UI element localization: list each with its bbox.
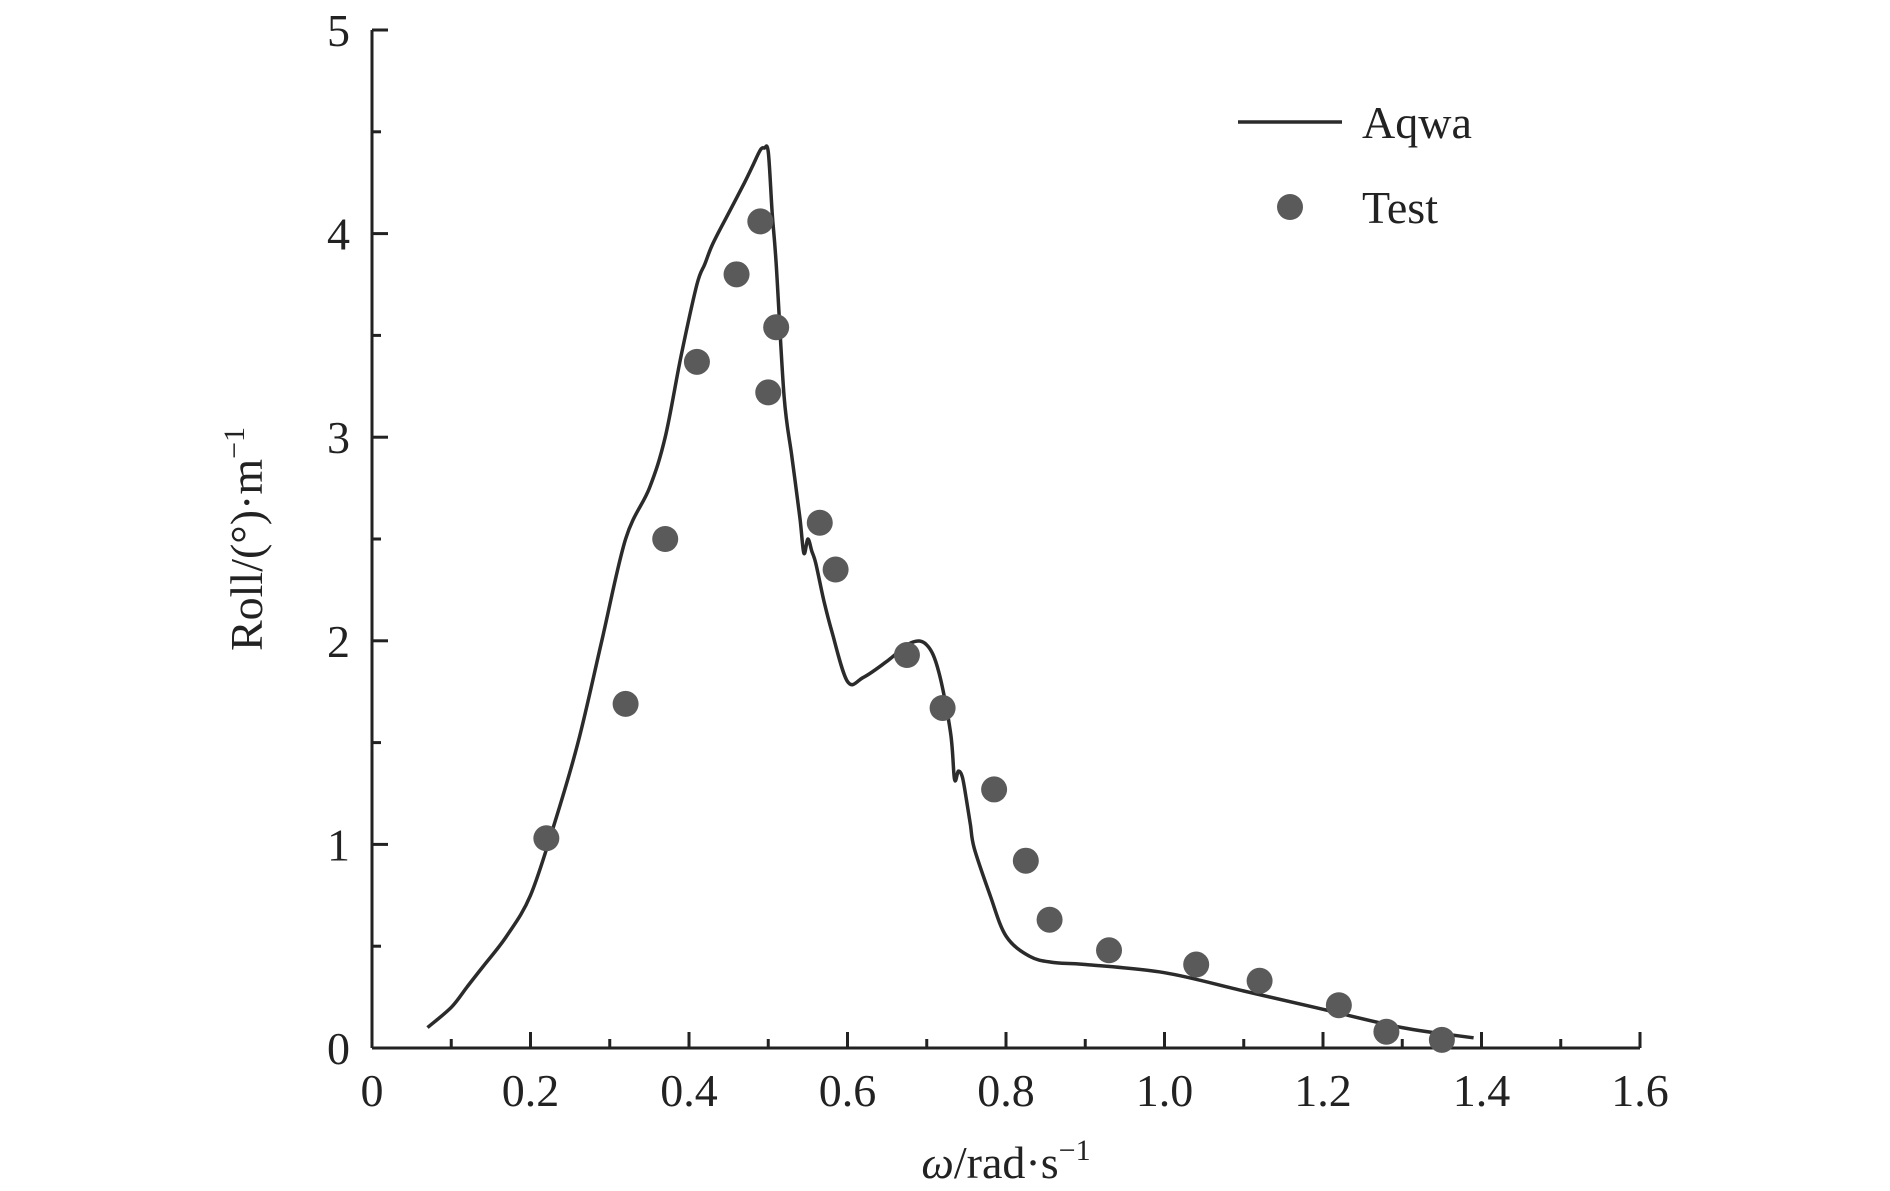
y-axis-title: Roll/(°)·m−1 (218, 427, 272, 651)
x-tick-label: 1.6 (1611, 1065, 1669, 1116)
test-data-point (806, 509, 833, 536)
test-data-point (652, 526, 679, 552)
axes: 0 0.2 0.4 0.6 0.8 1.0 1.2 1.4 1.6 0 1 2 3 4 5 (327, 5, 1669, 1116)
test-data-point (893, 642, 920, 669)
y-tick-label: 2 (327, 616, 350, 667)
legend-label-test: Test (1362, 182, 1438, 233)
y-tick-label: 4 (327, 209, 350, 260)
test-data-point (1096, 937, 1123, 964)
x-tick-label: 0.4 (660, 1065, 718, 1116)
y-axis-title-sup: −1 (218, 427, 251, 459)
test-data-point (1428, 1026, 1455, 1053)
x-axis-title: ω/rad·s−1 (921, 1134, 1090, 1188)
test-data-point (1325, 992, 1352, 1019)
y-tick-label: 0 (327, 1023, 350, 1074)
legend: Aqwa Test (1238, 97, 1472, 233)
x-tick-label: 1.0 (1136, 1065, 1194, 1116)
test-data-point (763, 314, 790, 341)
x-ticks: 0 0.2 0.4 0.6 0.8 1.0 1.2 1.4 1.6 (361, 1032, 1669, 1116)
y-ticks: 0 1 2 3 4 5 (327, 5, 388, 1074)
x-tick-label: 0.2 (502, 1065, 560, 1116)
legend-label-aqwa: Aqwa (1362, 97, 1472, 148)
x-tick-label: 1.4 (1453, 1065, 1511, 1116)
series-line-aqwa (426, 144, 1474, 1040)
test-data-point (533, 825, 560, 852)
test-data-point (612, 690, 639, 717)
series-points-test (533, 208, 1455, 1053)
test-data-point (723, 261, 750, 288)
x-tick-label: 0 (361, 1065, 384, 1116)
test-data-point (1373, 1018, 1400, 1045)
test-data-point (929, 694, 956, 721)
x-axis-title-symbol: ω (921, 1137, 953, 1188)
test-data-point (1012, 847, 1039, 874)
y-tick-label: 1 (327, 819, 350, 870)
test-data-point (981, 776, 1008, 803)
legend-marker-swatch (1277, 194, 1303, 220)
x-tick-label: 0.6 (819, 1065, 877, 1116)
test-data-point (1036, 906, 1063, 933)
y-tick-label: 3 (327, 412, 350, 463)
x-tick-label: 0.8 (977, 1065, 1035, 1116)
test-data-point (755, 379, 782, 406)
y-tick-label: 5 (327, 5, 350, 56)
x-tick-label: 1.2 (1294, 1065, 1352, 1116)
y-axis-title-text: Roll/(°)·m (221, 459, 272, 651)
x-axis-title-sup: −1 (1059, 1134, 1091, 1167)
test-data-point (1183, 951, 1210, 978)
test-data-point (683, 348, 710, 375)
test-data-point (747, 208, 774, 235)
test-data-point (1246, 967, 1273, 994)
test-data-point (822, 556, 849, 583)
x-axis-title-unit: /rad·s (954, 1137, 1059, 1188)
